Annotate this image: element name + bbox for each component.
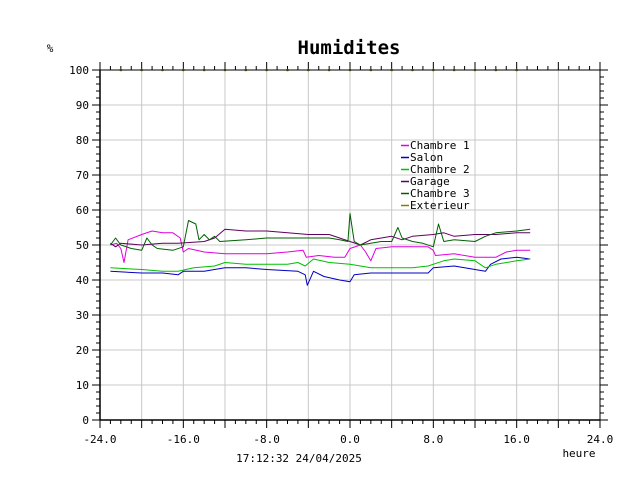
y-tick-label: 70 xyxy=(76,169,89,182)
legend-label: Garage xyxy=(410,175,450,188)
legend-label: Exterieur xyxy=(410,199,470,212)
series-line-chambre-3 xyxy=(109,213,531,251)
y-axis-label: % xyxy=(47,42,54,55)
series-line-salon xyxy=(110,256,531,286)
legend-label: Chambre 3 xyxy=(410,187,470,200)
series-line-chambre-2 xyxy=(110,258,531,272)
y-tick-label: 50 xyxy=(76,239,89,252)
y-tick-label: 20 xyxy=(76,344,89,357)
x-tick-label: 0.0 xyxy=(340,433,360,446)
y-tick-label: 0 xyxy=(82,414,89,427)
legend-label: Chambre 2 xyxy=(410,163,470,176)
x-axis-label: heure xyxy=(562,447,595,460)
y-tick-label: 100 xyxy=(69,64,89,77)
y-tick-label: 10 xyxy=(76,379,89,392)
y-tick-label: 40 xyxy=(76,274,89,287)
tick-labels: 0 10 20 30 40 50 60 70 80 90 100 -24.0 -16.0 -8.0 0.0 8… xyxy=(69,64,613,446)
y-tick-label: 80 xyxy=(76,134,89,147)
y-tick-label: 90 xyxy=(76,99,89,112)
axes xyxy=(99,69,601,421)
y-tick-label: 30 xyxy=(76,309,89,322)
timestamp: 17:12:32 24/04/2025 xyxy=(236,452,362,465)
legend-label: Chambre 1 xyxy=(410,139,470,152)
x-tick-label: 8.0 xyxy=(423,433,443,446)
grid xyxy=(100,70,600,420)
series-line-garage xyxy=(110,228,531,248)
legend-label: Salon xyxy=(410,151,443,164)
x-tick-label: 24.0 xyxy=(587,433,614,446)
x-tick-label: -8.0 xyxy=(253,433,280,446)
axis-ticks xyxy=(92,62,608,428)
x-tick-label: 16.0 xyxy=(503,433,530,446)
x-tick-label: -24.0 xyxy=(83,433,116,446)
series-line-chambre-1 xyxy=(110,230,531,263)
chart-title: Humidites xyxy=(298,37,401,59)
x-tick-label: -16.0 xyxy=(167,433,200,446)
y-tick-label: 60 xyxy=(76,204,89,217)
